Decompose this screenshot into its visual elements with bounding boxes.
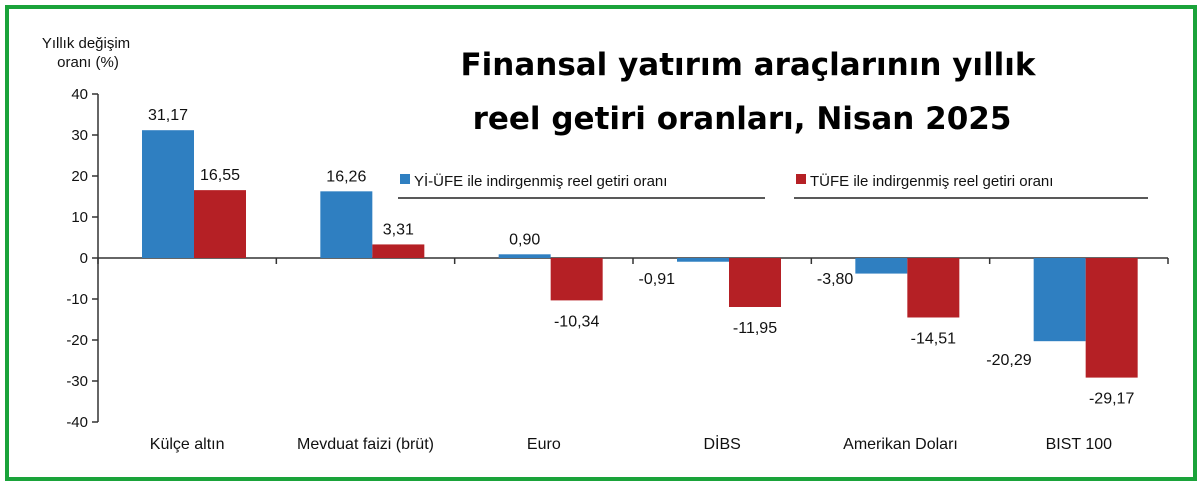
bar-yiufe	[855, 258, 908, 274]
y-tick-label: -10	[66, 291, 88, 308]
bar-yiufe	[142, 130, 194, 258]
data-label: -20,29	[986, 352, 1031, 369]
bar-yiufe	[677, 258, 729, 262]
bar-yiufe	[320, 191, 373, 258]
data-label: -10,34	[554, 313, 599, 330]
bar-tufe	[550, 258, 603, 301]
category-label: Amerikan Doları	[843, 436, 958, 453]
y-tick-label: -30	[66, 373, 88, 390]
chart-title-line-2: reel getiri oranları, Nisan 2025	[473, 101, 1012, 137]
legend-swatch	[796, 174, 806, 184]
bar-tufe	[1085, 258, 1138, 378]
y-tick-label: -40	[66, 414, 88, 431]
data-label: -29,17	[1089, 391, 1134, 408]
y-tick-label: 0	[80, 250, 88, 267]
data-label: 31,17	[148, 107, 188, 124]
bar-tufe	[907, 258, 960, 318]
bar-tufe	[194, 190, 246, 258]
y-tick-label: 20	[71, 168, 88, 185]
y-tick-label: 40	[71, 86, 88, 103]
y-tick-label: -20	[66, 332, 88, 349]
legend-label: TÜFE ile indirgenmiş reel getiri oranı	[810, 172, 1053, 190]
data-label: 3,31	[383, 221, 414, 238]
plot-area: 40 30 20 10 0 -10 -20 -30 -40 31,17 16,55 Külçe alt…	[66, 86, 1169, 453]
category-label: BIST 100	[1046, 436, 1113, 453]
y-tick-label: 10	[71, 209, 88, 226]
category-label: Külçe altın	[150, 436, 225, 453]
legend-swatch	[400, 174, 410, 184]
data-label: 0,90	[509, 231, 540, 248]
data-label: 16,26	[326, 168, 366, 185]
category-label: Mevduat faizi (brüt)	[297, 436, 434, 453]
category-label: DİBS	[703, 434, 740, 453]
data-label: -14,51	[911, 330, 956, 347]
legend-label: Yİ-ÜFE ile indirgenmiş reel getiri oranı	[414, 172, 667, 190]
bar-tufe	[372, 244, 425, 258]
bar-tufe	[729, 258, 781, 307]
y-tick-label: 30	[71, 127, 88, 144]
data-label: -0,91	[639, 271, 676, 288]
bar-yiufe	[1033, 258, 1086, 342]
category-label: Euro	[527, 436, 561, 453]
y-axis-label-line-1: Yıllık değişim	[42, 35, 130, 52]
legend: Yİ-ÜFE ile indirgenmiş reel getiri oranı…	[398, 172, 1148, 199]
y-axis-label-line-2: oranı (%)	[57, 54, 119, 71]
data-label: -3,80	[817, 271, 854, 288]
chart-title-line-1: Finansal yatırım araçlarının yıllık	[460, 47, 1036, 83]
data-label: 16,55	[200, 167, 240, 184]
data-label: -11,95	[733, 320, 777, 337]
bar-yiufe	[498, 254, 551, 258]
